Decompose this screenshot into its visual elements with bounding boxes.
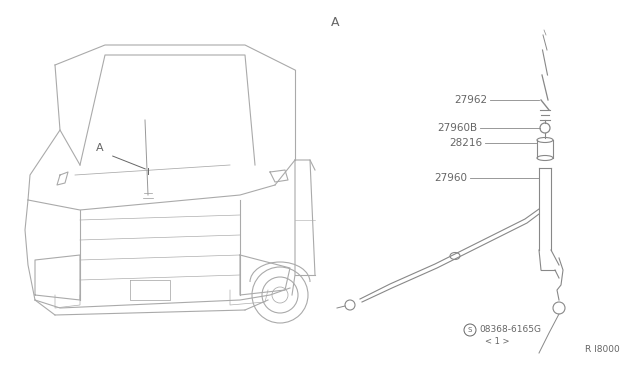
Text: 27962: 27962 bbox=[454, 95, 487, 105]
Text: 27960B: 27960B bbox=[437, 123, 477, 133]
Text: 28216: 28216 bbox=[449, 138, 482, 148]
Text: S: S bbox=[468, 327, 472, 333]
Text: 27960: 27960 bbox=[434, 173, 467, 183]
Text: R I8000: R I8000 bbox=[585, 346, 620, 355]
Text: A: A bbox=[331, 16, 339, 29]
Text: 08368-6165G: 08368-6165G bbox=[479, 326, 541, 334]
Text: A: A bbox=[96, 143, 104, 153]
Text: < 1 >: < 1 > bbox=[485, 337, 509, 346]
